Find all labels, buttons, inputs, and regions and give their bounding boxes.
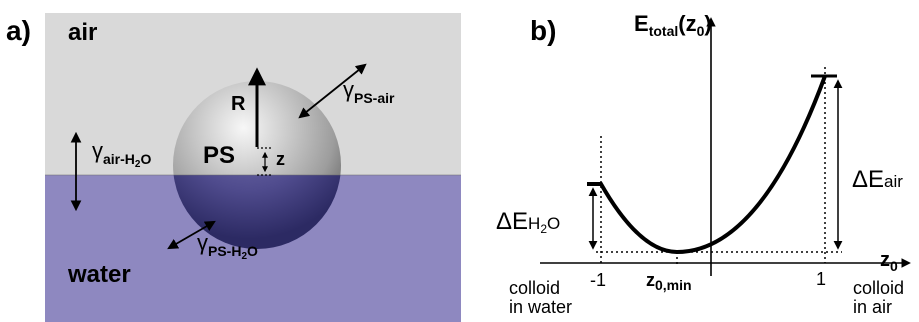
radius-label: R (231, 93, 246, 115)
tick-label-right: 1 (816, 269, 826, 289)
y-axis-label: Etotal(z0) (634, 11, 712, 39)
panel-b-label: b) (530, 15, 556, 46)
panel-a: a) air water PS R z γair-H2O γPS-air γPS… (6, 13, 461, 322)
gamma-ps-h2o-arrow (167, 220, 216, 250)
energy-curve (587, 75, 827, 255)
ps-label: PS (203, 142, 235, 169)
offset-label: z (276, 149, 285, 169)
panel-a-label: a) (6, 15, 31, 46)
left-endpoint-label-line1: colloid (509, 278, 560, 298)
right-endpoint-label-line1: colloid (853, 278, 904, 298)
left-endpoint-label-line2: in water (509, 297, 572, 317)
panel-b: b) Etotal(z0) z0 ΔEH2O ΔEair -1 1 z0,min… (496, 11, 911, 317)
water-label: water (67, 261, 131, 288)
tick-label-left: -1 (590, 270, 606, 290)
tick-label-minimum: z0,min (646, 270, 692, 293)
gamma-ps-air-arrow (298, 63, 367, 119)
delta-e-h2o-label: ΔEH2O (496, 208, 560, 236)
gamma-ps-air-label: γPS-air (343, 77, 395, 106)
gamma-ps-h2o-label: γPS-H2O (197, 230, 258, 262)
right-endpoint-label-line2: in air (853, 297, 892, 317)
gamma-air-h2o-label: γair-H2O (92, 138, 151, 170)
air-label: air (68, 19, 97, 46)
delta-e-air-label: ΔEair (852, 166, 903, 193)
x-axis-label: z0 (880, 249, 898, 274)
